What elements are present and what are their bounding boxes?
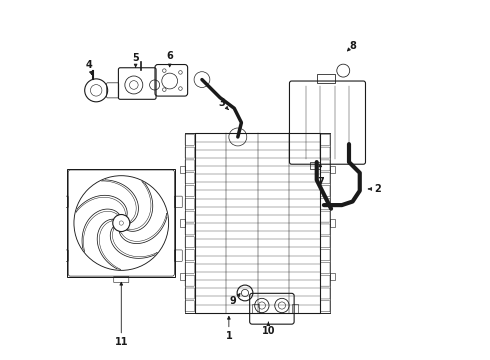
Bar [317, 74, 335, 83]
Text: 3: 3 [219, 98, 225, 108]
Bar [195, 134, 320, 313]
Text: 5: 5 [132, 53, 139, 63]
Text: 9: 9 [230, 296, 237, 306]
Bar [180, 273, 185, 280]
Text: 2: 2 [374, 184, 381, 194]
Text: 10: 10 [262, 326, 275, 336]
Bar [252, 304, 259, 313]
Bar [330, 166, 335, 173]
Bar [180, 166, 185, 173]
Text: 6: 6 [166, 51, 173, 61]
Bar [320, 134, 330, 313]
Bar [330, 220, 335, 226]
Text: 11: 11 [115, 337, 128, 347]
Text: 4: 4 [86, 60, 93, 70]
Bar [185, 134, 195, 313]
Text: 8: 8 [349, 41, 356, 50]
Bar [330, 273, 335, 280]
Bar [68, 169, 175, 277]
Bar [292, 304, 298, 313]
Text: 1: 1 [225, 331, 232, 341]
Bar [310, 162, 320, 169]
Bar [180, 220, 185, 226]
Text: 7: 7 [317, 177, 324, 187]
